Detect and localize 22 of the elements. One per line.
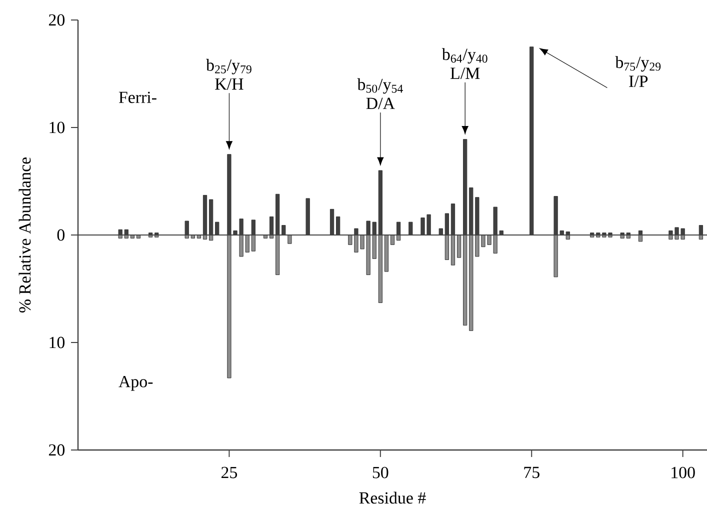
annotation: b$_{64}$/y$_{40}$ L/M <box>442 48 488 80</box>
y-tick-label: 0 <box>57 229 65 241</box>
y-tick-label: 20 <box>48 444 65 456</box>
bar <box>288 234 292 244</box>
x-tick-label: 50 <box>372 466 388 478</box>
y-tick-label: 10 <box>50 122 65 134</box>
annotation: b$_{75}$/y$_{29}$ I/P <box>615 56 661 88</box>
x-tick-label: 100 <box>672 466 695 478</box>
y-axis-title: % Relative Abundance <box>18 157 31 312</box>
bar <box>456 234 462 258</box>
bar <box>384 234 389 272</box>
x-tick-label: 75 <box>524 466 540 478</box>
y-tick-label: 10 <box>50 336 65 348</box>
bar <box>638 234 643 242</box>
bar <box>390 234 395 245</box>
y-tick-label: 20 <box>48 14 65 26</box>
annotation: Apo- <box>118 376 153 391</box>
x-axis-title: Residue # <box>359 492 426 504</box>
x-tick-label: 25 <box>221 466 238 478</box>
annotation: b$_{50}$/y$_{54}$ D/A <box>357 78 403 110</box>
annotation: Ferri- <box>118 92 156 104</box>
annotation: b$_{25}$/y$_{79}$ K/H <box>206 58 252 90</box>
